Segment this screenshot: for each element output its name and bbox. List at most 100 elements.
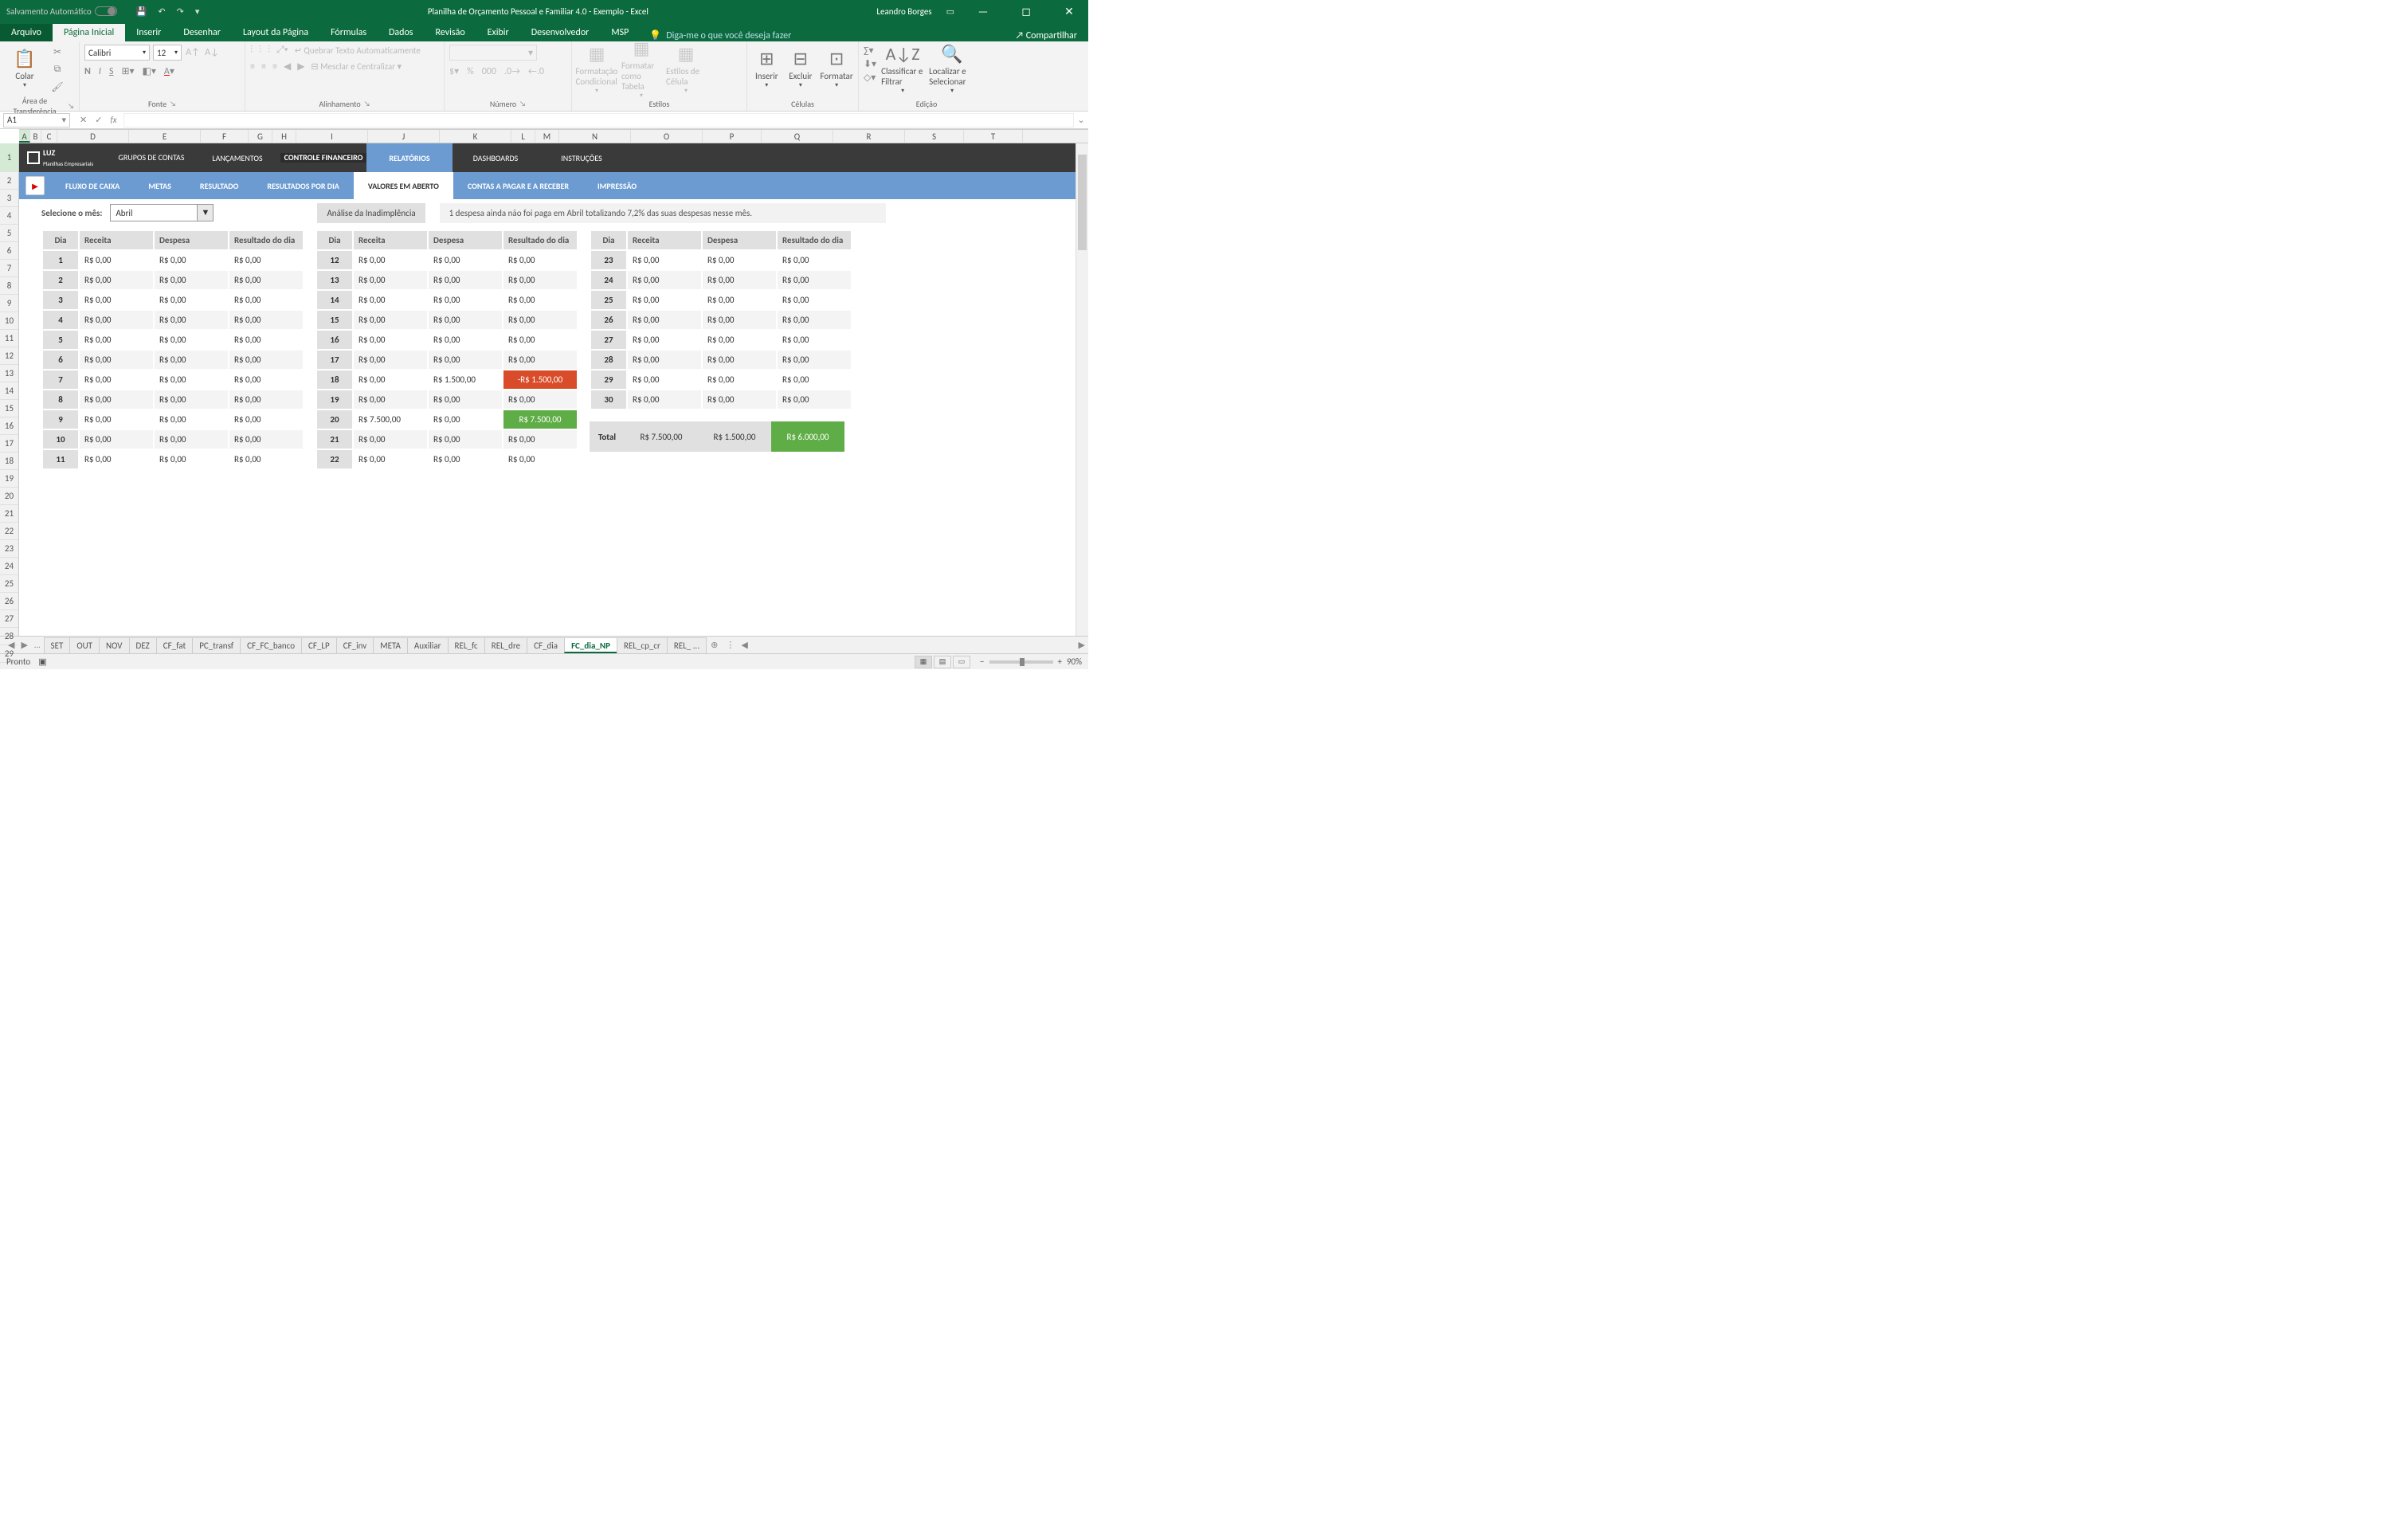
dialog-launcher-icon[interactable]: ↘: [364, 100, 370, 108]
sheet-tab[interactable]: Auxiliar: [407, 637, 449, 653]
decrease-font-icon[interactable]: A↓: [204, 45, 220, 60]
vertical-scrollbar[interactable]: [1076, 143, 1088, 636]
cancel-icon[interactable]: ✕: [80, 115, 87, 125]
enter-icon[interactable]: ✓: [95, 115, 102, 125]
sheet-tab[interactable]: CF_FC_banco: [240, 637, 302, 653]
ribbon-tab[interactable]: Layout da Página: [232, 24, 319, 41]
decrease-decimal-icon[interactable]: ←.0: [528, 66, 544, 77]
format-as-table-button[interactable]: ▦Formatar como Tabela▾: [621, 45, 661, 92]
insert-cells-button[interactable]: ⊞Inserir▾: [752, 45, 782, 92]
ribbon-options-icon[interactable]: ▭: [946, 6, 954, 17]
align-top-icon[interactable]: ⫶: [250, 45, 253, 56]
zoom-out-button[interactable]: −: [980, 656, 984, 667]
sheet-tab[interactable]: CF_dia: [527, 637, 565, 653]
hscroll-left-icon[interactable]: ◀: [738, 640, 750, 650]
expand-formula-bar-icon[interactable]: ⌄: [1074, 115, 1088, 125]
play-button[interactable]: ▶: [25, 176, 45, 195]
font-color-button[interactable]: A▾: [164, 65, 174, 77]
align-right-icon[interactable]: ≡: [272, 61, 277, 72]
orientation-icon[interactable]: ⤢▾: [276, 45, 288, 56]
sheet-tab[interactable]: SET: [44, 637, 71, 653]
nav-dashboards[interactable]: DASHBOARDS: [453, 153, 539, 163]
close-button[interactable]: ✕: [1055, 5, 1083, 18]
tab-nav-prev-icon[interactable]: ◀: [5, 640, 18, 650]
ribbon-tab[interactable]: Desenvolvedor: [520, 24, 601, 41]
dialog-launcher-icon[interactable]: ↘: [170, 100, 176, 108]
view-page-layout-button[interactable]: ▤: [934, 656, 951, 668]
subnav-item[interactable]: IMPRESSÃO: [583, 181, 651, 191]
sheet-tab[interactable]: CF_inv: [336, 637, 374, 653]
clear-icon[interactable]: ◇▾: [864, 72, 876, 84]
nav-instrucoes[interactable]: INSTRUÇÕES: [539, 153, 625, 163]
conditional-formatting-button[interactable]: ▦Formatação Condicional▾: [577, 45, 617, 92]
decrease-indent-icon[interactable]: ◀: [284, 61, 291, 72]
cut-icon[interactable]: ✂: [49, 45, 65, 59]
align-left-icon[interactable]: ≡: [250, 61, 255, 72]
sheet-tab[interactable]: REL_cp_cr: [617, 637, 668, 653]
month-select[interactable]: Abril ▼: [110, 204, 214, 221]
number-format-select[interactable]: ▾: [449, 45, 537, 61]
increase-indent-icon[interactable]: ▶: [297, 61, 304, 72]
sheet-tab[interactable]: REL_dre: [484, 637, 527, 653]
ribbon-tab[interactable]: Dados: [378, 24, 424, 41]
bold-button[interactable]: N: [84, 66, 91, 77]
user-name[interactable]: Leandro Borges: [876, 6, 931, 17]
align-middle-icon[interactable]: ⫶: [259, 45, 261, 56]
redo-icon[interactable]: ↷: [177, 6, 184, 17]
sheet-tab[interactable]: DEZ: [129, 637, 157, 653]
format-cells-button[interactable]: ⊡Formatar▾: [820, 45, 853, 92]
tell-me-search[interactable]: 💡 Diga-me o que você deseja fazer: [640, 29, 1004, 41]
increase-decimal-icon[interactable]: .0→: [504, 66, 520, 77]
sheet-tab[interactable]: PC_transf: [192, 637, 241, 653]
subnav-item[interactable]: FLUXO DE CAIXA: [51, 181, 134, 191]
sheet-tab[interactable]: OUT: [69, 637, 100, 653]
column-headers[interactable]: ABCDEFGHIJKLMNOPQRST: [19, 129, 1088, 143]
border-button[interactable]: ⊞▾: [121, 65, 134, 77]
dialog-launcher-icon[interactable]: ↘: [519, 100, 526, 108]
tab-nav-more-icon[interactable]: …: [31, 640, 44, 650]
subnav-item[interactable]: VALORES EM ABERTO: [354, 172, 453, 199]
sort-filter-button[interactable]: A↓ZClassificar e Filtrar▾: [881, 45, 924, 92]
wrap-text-button[interactable]: ↵ Quebrar Texto Automaticamente: [295, 45, 421, 56]
undo-icon[interactable]: ↶: [158, 6, 165, 17]
sheet-tab[interactable]: META: [373, 637, 408, 653]
nav-relatorios[interactable]: RELATÓRIOS: [366, 143, 453, 172]
save-icon[interactable]: 💾: [136, 6, 147, 17]
fill-color-button[interactable]: ◧▾: [143, 65, 156, 77]
autosave-toggle[interactable]: Salvamento Automático: [6, 6, 117, 17]
font-size-select[interactable]: 12▾: [153, 45, 182, 61]
share-button[interactable]: ↗ Compartilhar: [1004, 30, 1088, 41]
nav-controle[interactable]: CONTROLE FINANCEIRO: [280, 153, 366, 163]
sheet-tab[interactable]: REL_ ...: [667, 637, 707, 653]
find-select-button[interactable]: 🔍Localizar e Selecionar▾: [929, 45, 975, 92]
nav-grupos[interactable]: GRUPOS DE CONTAS: [108, 153, 194, 163]
add-sheet-button[interactable]: ⊕: [706, 640, 723, 650]
subnav-item[interactable]: RESULTADOS POR DIA: [253, 181, 353, 191]
fx-icon[interactable]: fx: [110, 115, 116, 125]
sheet-tab[interactable]: CF_LP: [301, 637, 337, 653]
align-center-icon[interactable]: ≡: [261, 61, 266, 72]
ribbon-tab[interactable]: Exibir: [476, 24, 520, 41]
sheet-tab[interactable]: CF_fat: [156, 637, 193, 653]
delete-cells-button[interactable]: ⊟Excluir▾: [786, 45, 816, 92]
cell-styles-button[interactable]: ▦Estilos de Célula▾: [666, 45, 706, 92]
align-bottom-icon[interactable]: ⫶: [268, 45, 270, 56]
increase-font-icon[interactable]: A↑: [185, 45, 201, 60]
formula-input[interactable]: [123, 113, 1074, 127]
ribbon-tab[interactable]: Desenhar: [172, 24, 232, 41]
analysis-button[interactable]: Análise da Inadimplência: [317, 203, 425, 223]
row-headers[interactable]: 1234567891011121314151617181920212223242…: [0, 143, 19, 636]
comma-button[interactable]: 000: [482, 66, 496, 77]
zoom-in-button[interactable]: +: [1058, 656, 1062, 667]
ribbon-tab[interactable]: Revisão: [425, 24, 476, 41]
copy-icon[interactable]: ⧉: [49, 62, 65, 76]
view-normal-button[interactable]: ▦: [915, 656, 932, 668]
view-page-break-button[interactable]: ▭: [953, 656, 970, 668]
sheet-tab[interactable]: REL_fc: [448, 637, 485, 653]
italic-button[interactable]: I: [99, 66, 101, 77]
ribbon-tab[interactable]: Página Inicial: [53, 24, 125, 41]
zoom-level[interactable]: 90%: [1067, 656, 1082, 667]
currency-button[interactable]: $▾: [449, 65, 459, 77]
worksheet[interactable]: LUZPlanilhas Empresariais GRUPOS DE CONT…: [19, 143, 1088, 636]
zoom-slider[interactable]: [989, 660, 1053, 664]
